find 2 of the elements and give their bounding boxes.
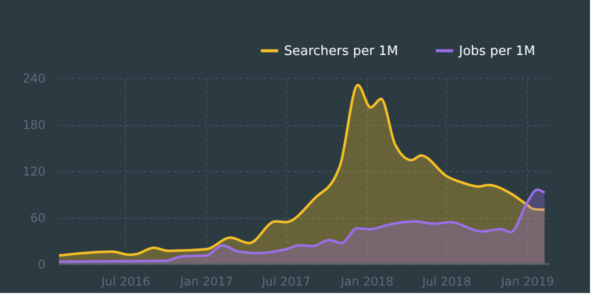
legend-label: Jobs per 1M — [458, 44, 536, 59]
legend-label: Searchers per 1M — [284, 44, 398, 59]
